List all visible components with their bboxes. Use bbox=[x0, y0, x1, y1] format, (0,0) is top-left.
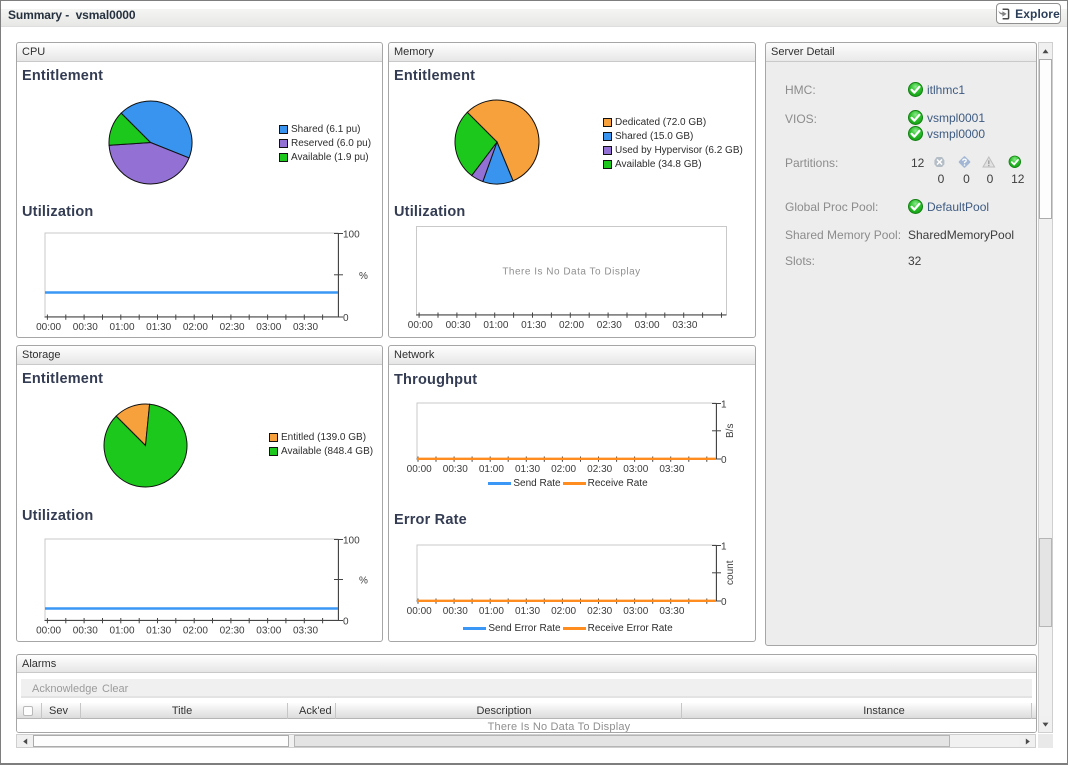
svg-text:01:00: 01:00 bbox=[479, 464, 504, 475]
svg-text:0: 0 bbox=[721, 455, 727, 466]
svg-text:02:00: 02:00 bbox=[551, 464, 576, 475]
svg-text:%: % bbox=[359, 271, 368, 282]
svg-text:B/s: B/s bbox=[725, 424, 736, 438]
svg-text:02:30: 02:30 bbox=[587, 606, 612, 617]
svg-text:00:30: 00:30 bbox=[443, 464, 468, 475]
svg-text:01:00: 01:00 bbox=[479, 606, 504, 617]
svg-text:100: 100 bbox=[343, 230, 360, 241]
svg-text:01:30: 01:30 bbox=[146, 626, 171, 637]
svg-text:03:30: 03:30 bbox=[293, 626, 318, 637]
svg-text:01:30: 01:30 bbox=[521, 320, 546, 331]
svg-text:03:00: 03:00 bbox=[623, 606, 648, 617]
svg-text:01:00: 01:00 bbox=[109, 322, 134, 333]
svg-text:03:30: 03:30 bbox=[672, 320, 697, 331]
svg-text:00:00: 00:00 bbox=[407, 464, 432, 475]
svg-text:03:30: 03:30 bbox=[659, 606, 684, 617]
svg-text:01:00: 01:00 bbox=[483, 320, 508, 331]
svg-text:02:30: 02:30 bbox=[220, 626, 245, 637]
svg-text:03:00: 03:00 bbox=[256, 626, 281, 637]
svg-text:%: % bbox=[359, 576, 368, 587]
svg-text:00:00: 00:00 bbox=[36, 626, 61, 637]
svg-text:03:00: 03:00 bbox=[635, 320, 660, 331]
svg-text:03:30: 03:30 bbox=[659, 464, 684, 475]
svg-text:00:30: 00:30 bbox=[73, 322, 98, 333]
svg-text:01:30: 01:30 bbox=[515, 606, 540, 617]
svg-text:00:30: 00:30 bbox=[443, 606, 468, 617]
svg-text:0: 0 bbox=[721, 597, 727, 608]
svg-text:00:30: 00:30 bbox=[446, 320, 471, 331]
svg-text:0: 0 bbox=[343, 617, 349, 628]
svg-text:100: 100 bbox=[343, 536, 360, 547]
svg-text:03:00: 03:00 bbox=[623, 464, 648, 475]
svg-text:03:30: 03:30 bbox=[293, 322, 318, 333]
svg-text:02:00: 02:00 bbox=[183, 626, 208, 637]
svg-text:00:30: 00:30 bbox=[73, 626, 98, 637]
svg-text:01:30: 01:30 bbox=[146, 322, 171, 333]
svg-text:02:30: 02:30 bbox=[587, 464, 612, 475]
svg-text:1: 1 bbox=[721, 541, 727, 552]
svg-text:02:00: 02:00 bbox=[183, 322, 208, 333]
svg-text:01:30: 01:30 bbox=[515, 464, 540, 475]
svg-text:count: count bbox=[725, 560, 736, 585]
svg-text:00:00: 00:00 bbox=[36, 322, 61, 333]
svg-text:01:00: 01:00 bbox=[109, 626, 134, 637]
svg-text:00:00: 00:00 bbox=[408, 320, 433, 331]
svg-text:00:00: 00:00 bbox=[407, 606, 432, 617]
svg-text:There Is No Data To Display: There Is No Data To Display bbox=[502, 267, 640, 278]
svg-text:03:00: 03:00 bbox=[256, 322, 281, 333]
svg-text:0: 0 bbox=[343, 313, 349, 324]
svg-text:02:30: 02:30 bbox=[220, 322, 245, 333]
svg-text:02:30: 02:30 bbox=[597, 320, 622, 331]
svg-text:1: 1 bbox=[721, 400, 727, 411]
svg-text:02:00: 02:00 bbox=[559, 320, 584, 331]
svg-text:02:00: 02:00 bbox=[551, 606, 576, 617]
